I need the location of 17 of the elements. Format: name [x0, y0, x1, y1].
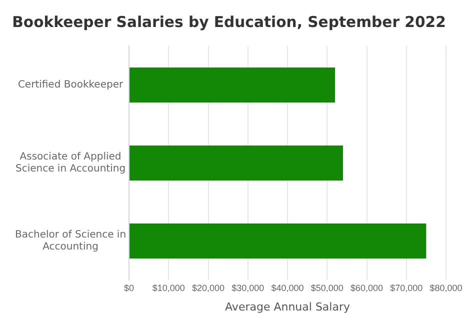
y-tick-label: Bachelor of Science in Accounting [14, 230, 126, 253]
x-tick-label: $0 [124, 282, 134, 293]
bar [130, 67, 336, 103]
x-tick-label: $80,000 [430, 282, 462, 293]
x-tick-label: $50,000 [310, 282, 344, 293]
chart-title: Bookkeeper Salaries by Education, September 2022 [12, 12, 446, 31]
x-tick-label: $40,000 [271, 282, 304, 293]
bar [130, 145, 343, 181]
x-tick-label: $10,000 [152, 282, 185, 293]
x-axis-title: Average Annual Salary [225, 300, 350, 314]
x-tick-label: $20,000 [192, 282, 225, 293]
x-tick-label: $60,000 [350, 282, 384, 293]
y-tick-label: Associate of Applied Science in Accounting [15, 152, 126, 175]
x-tick-label: $70,000 [390, 282, 423, 293]
x-tick-label: $30,000 [232, 282, 264, 293]
bar [130, 223, 426, 259]
y-tick-label: Certified Bookkeeper [18, 80, 124, 91]
